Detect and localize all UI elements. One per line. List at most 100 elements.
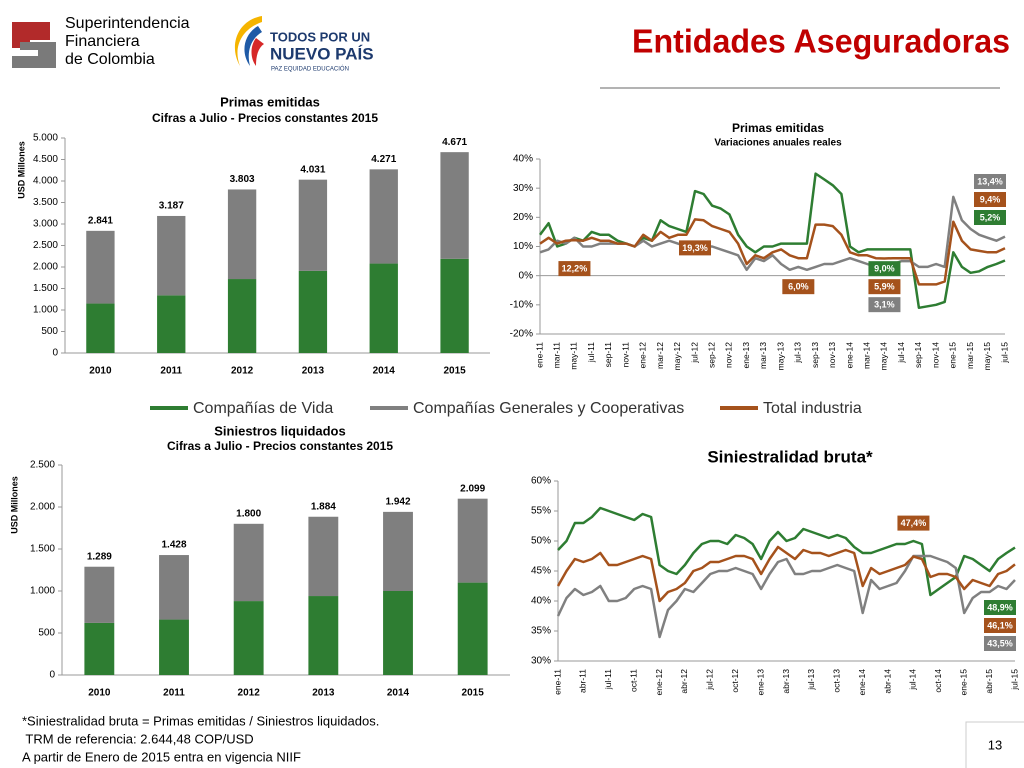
y-tick-label: 0% xyxy=(519,270,534,281)
total-label: 3.187 xyxy=(159,201,184,212)
total-label: 2.841 xyxy=(88,215,113,226)
chart-title: Siniestros liquidados xyxy=(214,423,345,438)
bar-segment xyxy=(233,601,264,675)
x-tick-label: mar-14 xyxy=(861,342,871,369)
x-tick-label: 2010 xyxy=(89,366,112,377)
data-label: 5,9% xyxy=(874,282,895,292)
bar-segment xyxy=(227,189,257,280)
y-tick-label: 2.500 xyxy=(30,460,55,471)
total-label: 2.099 xyxy=(460,483,485,494)
label-box xyxy=(558,261,591,277)
bar-segment xyxy=(86,303,115,353)
y-tick-label: 3.000 xyxy=(33,219,58,230)
x-tick-label: ene-14 xyxy=(844,342,854,369)
legend-label: Compañías de Vida xyxy=(193,400,333,417)
footnote: A partir de Enero de 2015 entra en vigen… xyxy=(22,749,301,764)
legend-label: Total industria xyxy=(763,400,862,417)
x-tick-label: ene-14 xyxy=(857,669,867,696)
bar-segment xyxy=(308,596,339,675)
data-label: 48,9% xyxy=(987,602,1013,612)
label-box xyxy=(974,174,1006,189)
series-line xyxy=(539,195,1006,272)
x-tick-label: ene-11 xyxy=(552,669,562,695)
logo-tagline: PAZ EQUIDAD EDUCACIÓN xyxy=(271,66,349,73)
label-box xyxy=(974,210,1006,225)
bar-segment xyxy=(227,279,257,353)
data-label: 6,0% xyxy=(788,282,809,292)
gov-logo xyxy=(234,16,264,66)
bar-segment xyxy=(86,230,115,304)
y-axis-label: USD Millones xyxy=(16,141,26,199)
x-tick-label: mar-11 xyxy=(551,342,561,369)
x-tick-label: ene-12 xyxy=(654,669,664,696)
bar-segment xyxy=(84,566,115,623)
x-tick-label: 2014 xyxy=(387,688,410,699)
data-label: 9,4% xyxy=(980,194,1001,204)
bar-segment xyxy=(298,270,328,353)
label-box xyxy=(984,600,1016,615)
org-name: Financiera xyxy=(65,33,140,50)
y-tick-label: 1.000 xyxy=(30,586,55,597)
x-tick-label: jul-12 xyxy=(705,669,715,691)
total-label: 1.942 xyxy=(385,497,410,508)
x-tick-label: sep-12 xyxy=(706,342,716,368)
label-box xyxy=(984,636,1016,651)
data-label: 46,1% xyxy=(987,620,1013,630)
x-tick-label: mar-15 xyxy=(965,342,975,369)
x-tick-label: may-14 xyxy=(879,342,889,371)
x-tick-label: nov-13 xyxy=(827,342,837,368)
bar-segment xyxy=(369,169,398,264)
series-line xyxy=(556,554,1016,639)
y-tick-label: 60% xyxy=(531,476,551,487)
x-tick-label: oct-12 xyxy=(730,669,740,693)
x-tick-label: 2013 xyxy=(302,366,325,377)
bar-segment xyxy=(233,523,264,602)
total-label: 4.671 xyxy=(442,137,467,148)
x-tick-label: jul-13 xyxy=(806,669,816,691)
y-tick-label: 0 xyxy=(49,670,55,681)
x-tick-label: jul-15 xyxy=(999,342,1009,364)
x-tick-label: 2015 xyxy=(443,366,466,377)
total-label: 1.884 xyxy=(311,501,336,512)
y-tick-label: 45% xyxy=(531,566,551,577)
logo-text: NUEVO PAÍS xyxy=(270,44,374,63)
data-label: 3,1% xyxy=(874,300,895,310)
logo-text: TODOS POR UN xyxy=(270,29,370,44)
x-tick-label: nov-11 xyxy=(620,342,630,368)
footnote: *Siniestralidad bruta = Primas emitidas … xyxy=(22,713,379,728)
bar-segment xyxy=(440,258,469,353)
x-tick-label: nov-12 xyxy=(724,342,734,368)
page-number: 13 xyxy=(988,737,1002,752)
y-tick-label: 55% xyxy=(531,506,551,517)
x-tick-label: mar-12 xyxy=(655,342,665,369)
x-tick-label: 2012 xyxy=(231,366,254,377)
total-label: 1.289 xyxy=(87,551,112,562)
y-tick-label: 30% xyxy=(513,183,533,194)
org-name: Superintendencia xyxy=(65,15,190,32)
bar-segment xyxy=(308,516,339,597)
chart-title: Primas emitidas xyxy=(220,94,320,109)
y-tick-label: 1.000 xyxy=(33,305,58,316)
y-tick-label: 10% xyxy=(513,241,533,252)
x-tick-label: may-11 xyxy=(569,342,579,370)
chart-subtitle: Variaciones anuales reales xyxy=(714,138,842,149)
bar-segment xyxy=(159,619,189,675)
bar-segment xyxy=(369,263,398,353)
x-tick-label: jul-13 xyxy=(793,342,803,364)
bar-segment xyxy=(157,295,186,353)
x-tick-label: abr-15 xyxy=(984,669,994,694)
y-tick-label: 35% xyxy=(531,626,551,637)
x-tick-label: abr-12 xyxy=(679,669,689,694)
x-tick-label: 2010 xyxy=(88,688,111,699)
label-box xyxy=(984,618,1016,633)
x-tick-label: mar-13 xyxy=(758,342,768,369)
label-box xyxy=(868,261,901,277)
x-tick-label: may-12 xyxy=(672,342,682,371)
total-label: 4.031 xyxy=(300,164,325,175)
x-tick-label: 2014 xyxy=(373,366,396,377)
x-tick-label: abr-11 xyxy=(578,669,588,693)
x-tick-label: ene-15 xyxy=(958,669,968,696)
label-box xyxy=(868,279,901,295)
chart-subtitle: Cifras a Julio - Precios constantes 2015 xyxy=(152,111,378,125)
